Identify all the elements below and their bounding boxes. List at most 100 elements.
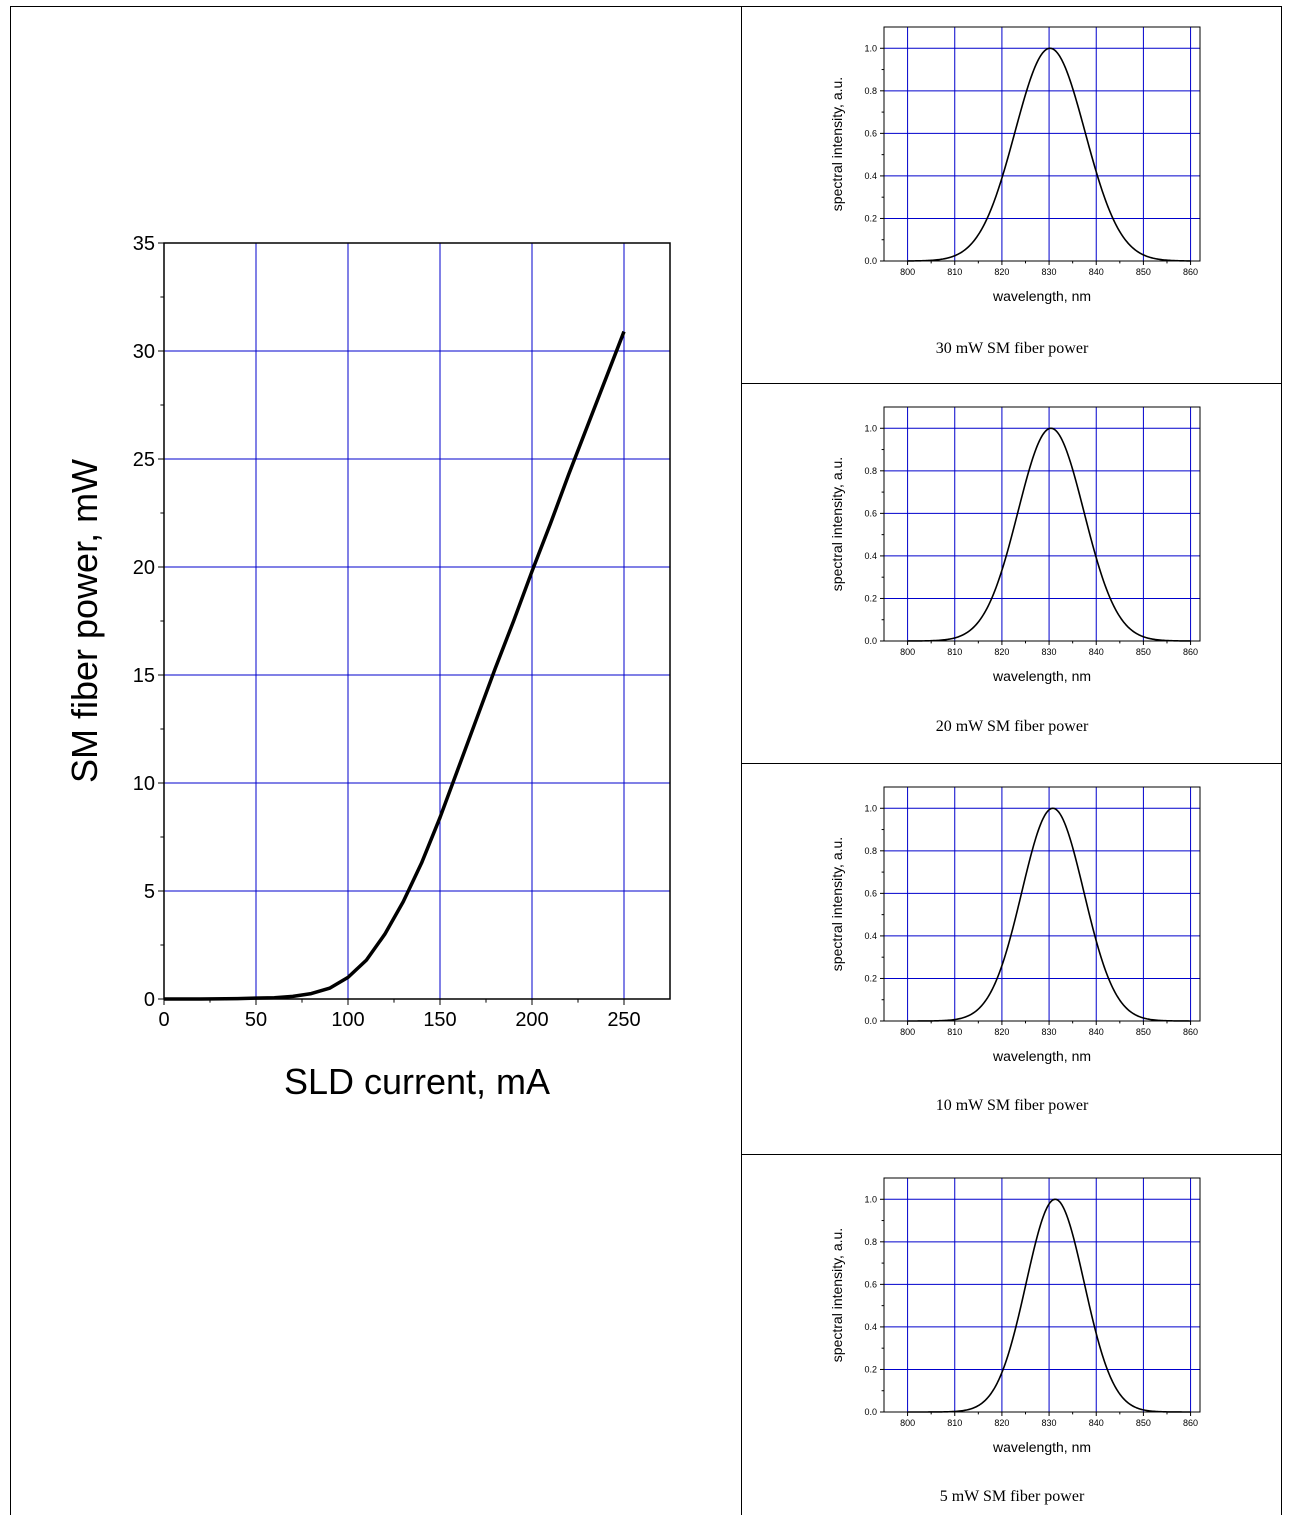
x-tick-label: 830 xyxy=(1042,267,1057,277)
y-tick-label: 0.2 xyxy=(864,974,877,984)
power-series-line xyxy=(164,330,626,1001)
y-tick-label: 1.0 xyxy=(864,803,877,813)
x-tick-label: 860 xyxy=(1183,1418,1198,1428)
x-tick-label: 850 xyxy=(1136,1418,1151,1428)
spectrum-caption-20mw: 20 mW SM fiber power xyxy=(935,718,1089,735)
spectrum-20mw-chart: 800 810 820 830 840 850 860 0.0 0.2 0.4 0.6 0.8 1.0 w… xyxy=(829,406,1201,684)
y-tick-label: 20 xyxy=(133,557,155,579)
spectrum-20mw-y-axis-label: spectral intensity, a.u. xyxy=(829,457,845,591)
y-tick-label: 30 xyxy=(133,341,155,363)
x-tick-label: 800 xyxy=(900,1027,915,1037)
y-tick-label: 35 xyxy=(133,233,155,255)
x-tick-label: 830 xyxy=(1042,1027,1057,1037)
spectrum-20mw-x-axis-label: wavelength, nm xyxy=(992,668,1091,684)
x-tick-label: 810 xyxy=(947,647,962,657)
x-tick-label: 820 xyxy=(994,267,1009,277)
cell-divider xyxy=(741,763,1282,764)
spectrum-5mw-y-axis-label: spectral intensity, a.u. xyxy=(829,1228,845,1362)
y-tick-label: 0.2 xyxy=(864,594,877,604)
y-tick-label: 0.6 xyxy=(864,1280,877,1290)
x-tick-label: 840 xyxy=(1089,1027,1104,1037)
spectrum-30mw-y-axis-label: spectral intensity, a.u. xyxy=(829,77,845,211)
y-tick-label: 0.6 xyxy=(864,129,877,139)
spectrum-10mw-chart: 800 810 820 830 840 850 860 0.0 0.2 0.4 0.6 0.8 1.0 w… xyxy=(829,786,1201,1064)
x-tick-label: 800 xyxy=(900,1418,915,1428)
x-tick-label: 50 xyxy=(245,1009,267,1031)
spectrum-caption-10mw: 10 mW SM fiber power xyxy=(935,1097,1089,1114)
x-tick-label: 860 xyxy=(1183,1027,1198,1037)
spectrum-10mw-plot-frame xyxy=(883,786,1201,1022)
spectrum-5mw-series-line xyxy=(907,1198,1191,1413)
y-tick-label: 0.6 xyxy=(864,889,877,899)
y-tick-label: 1.0 xyxy=(864,1194,877,1204)
y-tick-label: 0.8 xyxy=(864,846,877,856)
x-tick-label: 820 xyxy=(994,1027,1009,1037)
spectrum-caption-5mw: 5 mW SM fiber power xyxy=(939,1488,1085,1505)
y-tick-label: 15 xyxy=(133,665,155,687)
y-tick-label: 0.4 xyxy=(864,1322,877,1332)
x-tick-label: 850 xyxy=(1136,647,1151,657)
spectrum-10mw-y-axis-label: spectral intensity, a.u. xyxy=(829,837,845,971)
y-tick-label: 0.0 xyxy=(864,636,877,646)
spectrum-30mw-x-axis-label: wavelength, nm xyxy=(992,288,1091,304)
x-tick-label: 830 xyxy=(1042,647,1057,657)
y-tick-label: 0.0 xyxy=(864,1407,877,1417)
spectrum-5mw-chart: 800 810 820 830 840 850 860 0.0 0.2 0.4 0.6 0.8 1.0 w… xyxy=(829,1177,1201,1455)
x-tick-label: 250 xyxy=(607,1009,640,1031)
x-tick-label: 840 xyxy=(1089,1418,1104,1428)
x-tick-label: 810 xyxy=(947,1027,962,1037)
spectrum-caption-30mw: 30 mW SM fiber power xyxy=(935,340,1089,357)
x-tick-label: 840 xyxy=(1089,647,1104,657)
y-tick-label: 0.4 xyxy=(864,551,877,561)
y-tick-label: 0.2 xyxy=(864,1365,877,1375)
x-tick-label: 0 xyxy=(158,1009,169,1031)
y-tick-label: 0 xyxy=(144,989,155,1011)
x-tick-label: 800 xyxy=(900,267,915,277)
x-tick-label: 850 xyxy=(1136,267,1151,277)
spectrum-30mw-chart: 800 810 820 830 840 850 860 0.0 0.2 0.4 0.6 0.8 1.0 w… xyxy=(829,26,1201,304)
x-tick-label: 810 xyxy=(947,267,962,277)
x-tick-label: 200 xyxy=(515,1009,548,1031)
x-tick-label: 810 xyxy=(947,1418,962,1428)
column-divider xyxy=(741,6,742,1515)
y-tick-label: 0.8 xyxy=(864,86,877,96)
spectrum-5mw-x-axis-label: wavelength, nm xyxy=(992,1439,1091,1455)
y-tick-label: 0.8 xyxy=(864,466,877,476)
x-tick-label: 820 xyxy=(994,647,1009,657)
y-tick-label: 0.6 xyxy=(864,509,877,519)
x-tick-label: 100 xyxy=(331,1009,364,1031)
power-chart: 0 50 100 150 200 250 0 5 10 15 20 25 30 35 SLD current… xyxy=(64,233,671,1102)
y-tick-label: 1.0 xyxy=(864,423,877,433)
x-tick-label: 820 xyxy=(994,1418,1009,1428)
page-frame xyxy=(10,6,1282,1515)
power-y-axis-label: SM fiber power, mW xyxy=(64,459,105,783)
y-tick-label: 5 xyxy=(144,881,155,903)
x-tick-label: 860 xyxy=(1183,267,1198,277)
y-tick-label: 10 xyxy=(133,773,155,795)
spectrum-20mw-plot-frame xyxy=(883,406,1201,642)
power-plot-frame xyxy=(163,242,671,1000)
power-x-axis-label: SLD current, mA xyxy=(284,1061,550,1102)
spectrum-10mw-series-line xyxy=(907,807,1191,1022)
spectrum-5mw-plot-frame xyxy=(883,1177,1201,1413)
x-tick-label: 840 xyxy=(1089,267,1104,277)
x-tick-label: 850 xyxy=(1136,1027,1151,1037)
x-tick-label: 860 xyxy=(1183,647,1198,657)
y-tick-label: 0.4 xyxy=(864,171,877,181)
y-tick-label: 0.4 xyxy=(864,931,877,941)
y-tick-label: 25 xyxy=(133,449,155,471)
x-tick-label: 150 xyxy=(423,1009,456,1031)
y-tick-label: 0.8 xyxy=(864,1237,877,1247)
spectrum-20mw-series-line xyxy=(907,427,1191,642)
y-tick-label: 0.0 xyxy=(864,256,877,266)
y-tick-label: 0.2 xyxy=(864,214,877,224)
spectrum-30mw-plot-frame xyxy=(883,26,1201,262)
y-tick-label: 0.0 xyxy=(864,1016,877,1026)
spectrum-10mw-x-axis-label: wavelength, nm xyxy=(992,1048,1091,1064)
x-tick-label: 830 xyxy=(1042,1418,1057,1428)
cell-divider xyxy=(741,383,1282,384)
cell-divider xyxy=(741,1154,1282,1155)
y-tick-label: 1.0 xyxy=(864,43,877,53)
spectrum-30mw-series-line xyxy=(907,47,1191,262)
